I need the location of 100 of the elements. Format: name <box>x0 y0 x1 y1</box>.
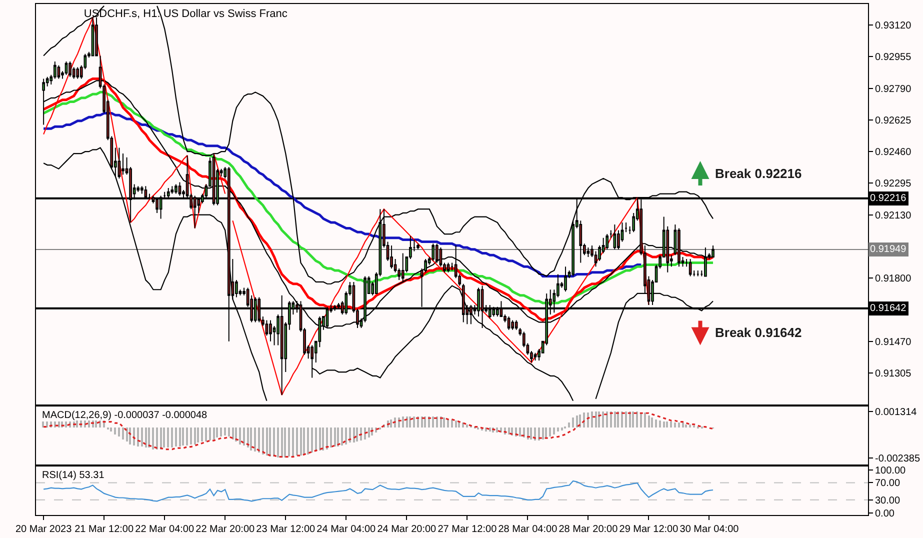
bar <box>163 428 165 448</box>
bar <box>629 412 631 428</box>
x-tick-label: 27 Mar 12:00 <box>438 524 498 535</box>
bar <box>277 428 279 458</box>
bar <box>46 422 48 428</box>
bar <box>58 422 60 428</box>
bar <box>636 412 638 428</box>
bar <box>674 422 676 428</box>
bar <box>576 416 578 428</box>
bar <box>292 428 294 457</box>
bar <box>201 428 203 442</box>
bar <box>659 420 661 428</box>
bar <box>356 428 358 442</box>
bar <box>137 428 139 447</box>
ref-line-label: 0.91949 <box>870 244 907 255</box>
candlestick <box>507 316 510 330</box>
bar <box>421 416 423 428</box>
y-tick-label: 30.00 <box>875 495 900 506</box>
bar <box>118 428 120 437</box>
bar <box>54 422 56 428</box>
bar <box>284 428 286 458</box>
candlestick <box>174 184 178 194</box>
y-tick-label: -0.002385 <box>875 453 920 464</box>
bar <box>76 420 78 428</box>
bar <box>337 428 339 447</box>
candlestick <box>511 320 514 330</box>
bar <box>542 428 544 440</box>
candlestick <box>416 243 420 250</box>
bar <box>330 428 332 448</box>
x-tick-label: 28 Mar 20:00 <box>558 524 618 535</box>
candlestick <box>170 186 174 194</box>
candlestick <box>435 243 438 264</box>
y-tick-label: 0.92790 <box>875 84 912 95</box>
x-tick-label: 23 Mar 12:00 <box>256 524 316 535</box>
bar <box>432 416 434 428</box>
bar <box>250 428 252 451</box>
bar <box>655 420 657 428</box>
bar <box>186 428 188 446</box>
bar <box>572 418 574 428</box>
bar <box>175 428 177 447</box>
bar <box>519 428 521 437</box>
candlestick <box>613 224 616 250</box>
bar <box>606 412 608 428</box>
bar <box>281 428 283 458</box>
bar <box>156 428 158 450</box>
bar <box>258 428 260 453</box>
y-tick-label: 0.93120 <box>875 20 912 32</box>
x-tick-label: 20 Mar 2023 <box>15 524 72 535</box>
bar <box>296 428 298 456</box>
bar <box>148 428 150 448</box>
bar <box>579 414 581 428</box>
bar <box>424 416 426 428</box>
bar <box>406 416 408 428</box>
bar <box>179 428 181 447</box>
bar <box>644 412 646 428</box>
bar <box>273 428 275 457</box>
bar <box>508 428 510 435</box>
bar <box>99 420 101 428</box>
bar <box>523 428 525 438</box>
candlestick <box>64 61 68 76</box>
ref-line-label: 0.92216 <box>870 193 907 204</box>
bar <box>303 428 305 455</box>
bar <box>65 422 67 428</box>
bar <box>368 428 370 438</box>
bar <box>443 418 445 428</box>
bar <box>666 422 668 428</box>
bar <box>110 428 112 432</box>
line-series <box>42 412 714 458</box>
candlestick <box>390 245 393 270</box>
bar <box>651 418 653 428</box>
bar <box>678 422 680 428</box>
bar <box>598 412 600 428</box>
bar <box>621 412 623 428</box>
bar <box>610 412 612 428</box>
candlestick <box>678 228 680 268</box>
x-tick-label: 24 Mar 20:00 <box>377 524 437 535</box>
bar <box>553 428 555 435</box>
candlestick <box>446 262 450 273</box>
candlestick <box>68 61 72 78</box>
bar <box>489 428 491 432</box>
y-tick-label: 0.92460 <box>875 147 912 158</box>
bar <box>617 412 619 428</box>
bar <box>322 428 324 451</box>
bar <box>591 412 593 428</box>
bar <box>145 428 147 448</box>
bar <box>95 420 97 428</box>
candlestick <box>118 147 121 179</box>
bar <box>402 416 404 428</box>
bar <box>190 428 192 445</box>
bar <box>141 428 143 447</box>
ref-line-label: 0.91642 <box>870 303 907 314</box>
x-tick-label: 22 Mar 20:00 <box>196 524 256 535</box>
bar <box>228 428 230 437</box>
bar <box>288 428 290 457</box>
bar <box>220 428 222 437</box>
y-tick-label: 100.00 <box>875 465 906 476</box>
bar <box>269 428 271 457</box>
bar <box>670 422 672 428</box>
bar <box>614 412 616 428</box>
text: Break 0.92216 <box>715 166 802 181</box>
